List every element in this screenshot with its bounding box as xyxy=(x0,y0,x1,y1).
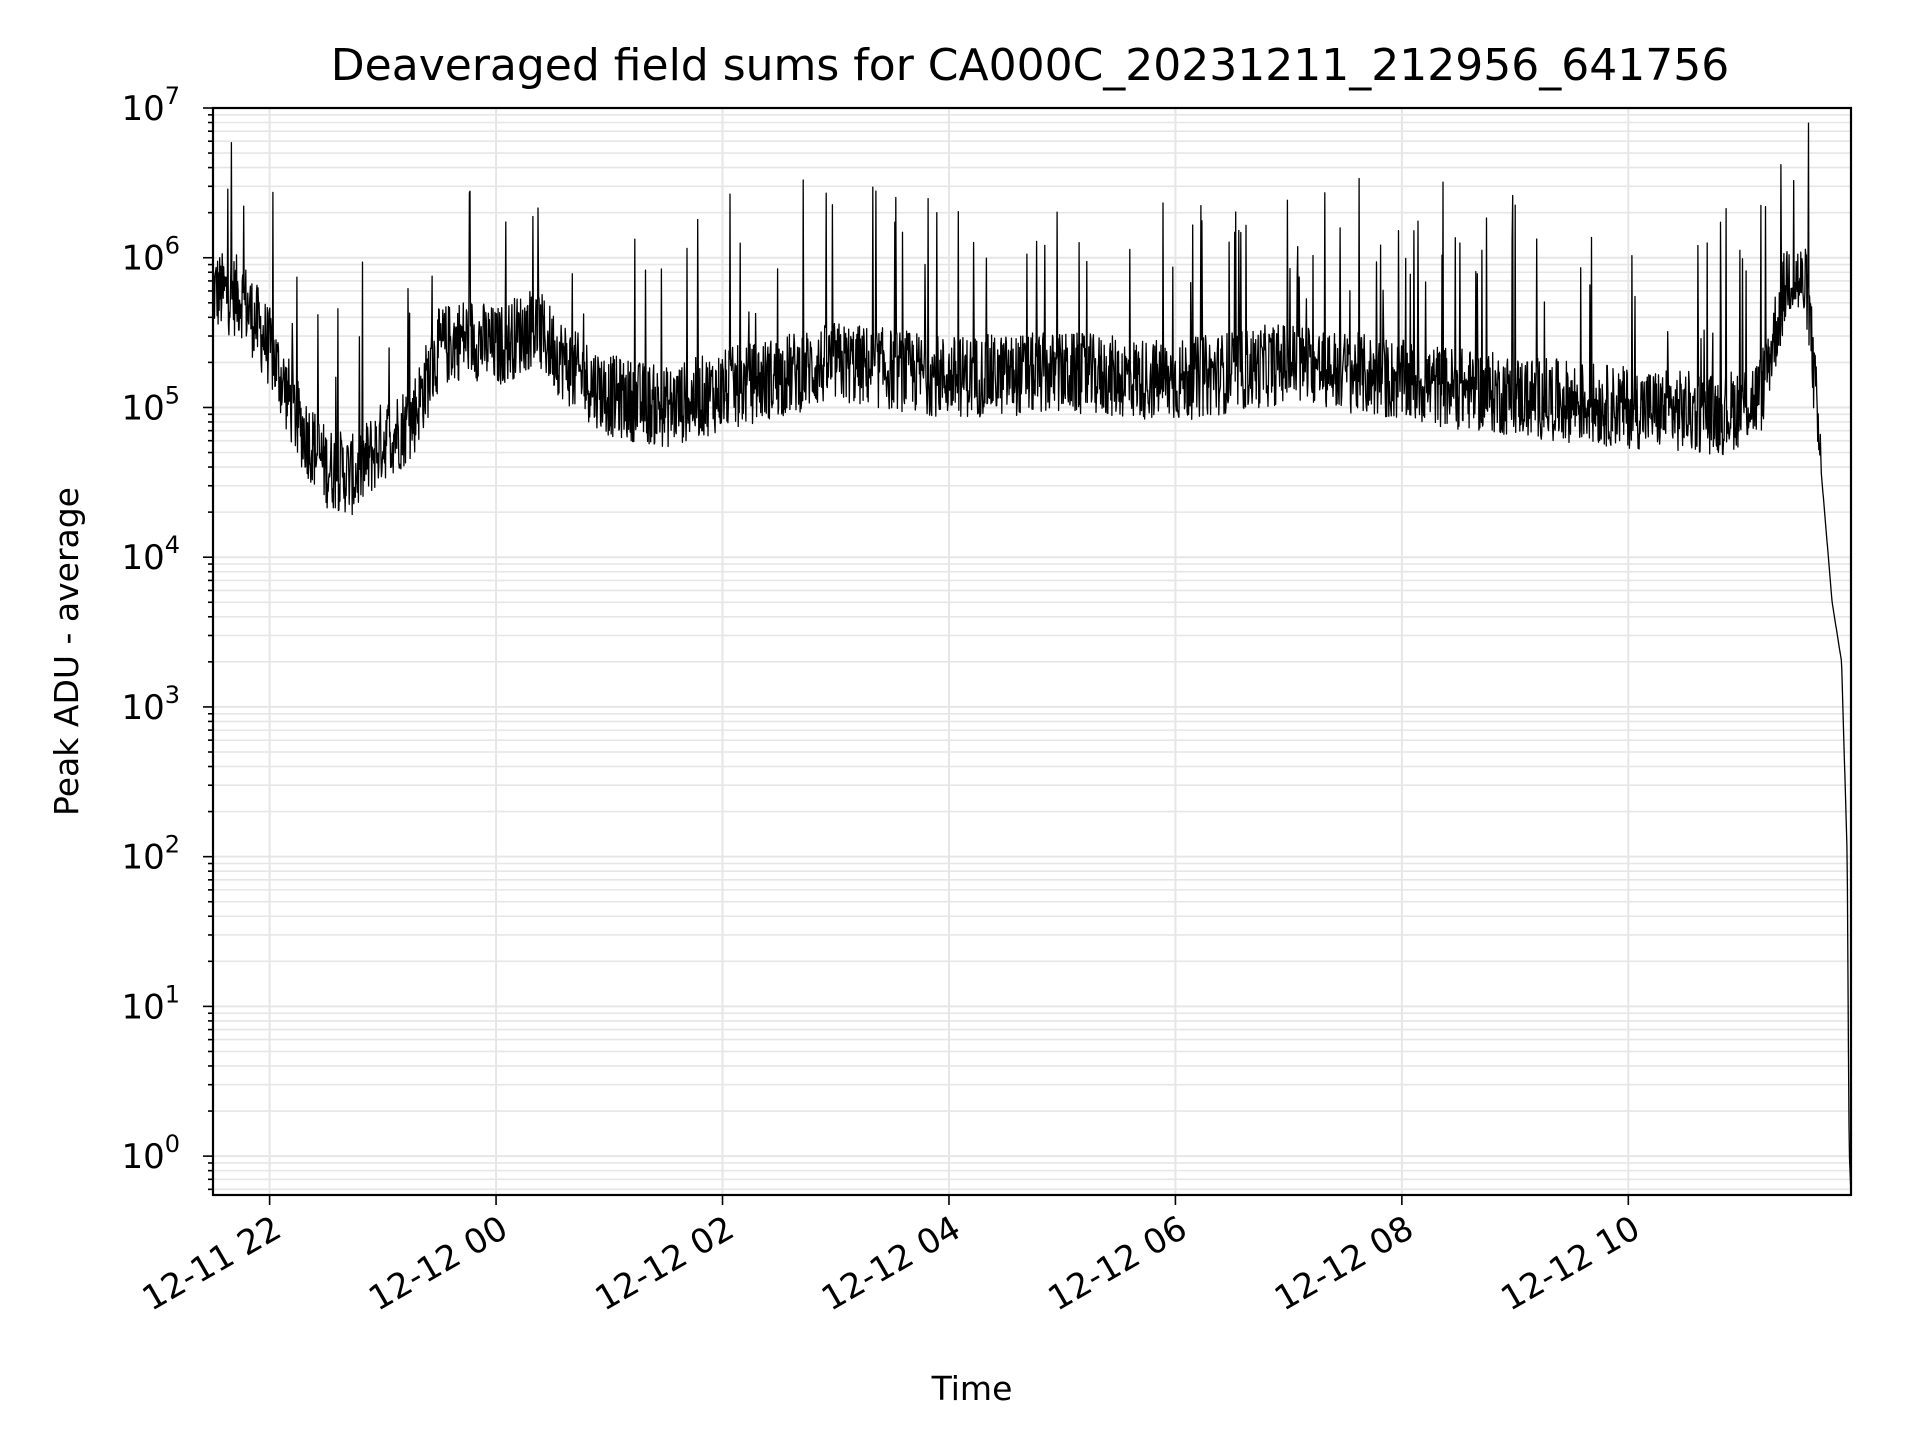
y-axis-label: Peak ADU - average xyxy=(47,487,86,816)
y-tick-label: 106 xyxy=(121,232,180,279)
x-axis-label: Time xyxy=(931,1369,1013,1408)
series-layer xyxy=(212,122,1852,1196)
y-tick-label: 103 xyxy=(121,681,180,728)
y-tick-label: 105 xyxy=(121,381,180,428)
y-tick-label: 100 xyxy=(121,1130,180,1177)
series-line xyxy=(212,122,1852,1196)
grid xyxy=(213,107,1851,1195)
y-tick-label: 102 xyxy=(121,831,180,878)
y-tick-label: 104 xyxy=(121,531,180,578)
y-tick-label: 107 xyxy=(121,82,180,129)
chart-title: Deaveraged field sums for CA000C_2023121… xyxy=(331,40,1729,91)
plot-frame xyxy=(211,106,1853,1197)
y-tick-label: 101 xyxy=(121,980,180,1027)
